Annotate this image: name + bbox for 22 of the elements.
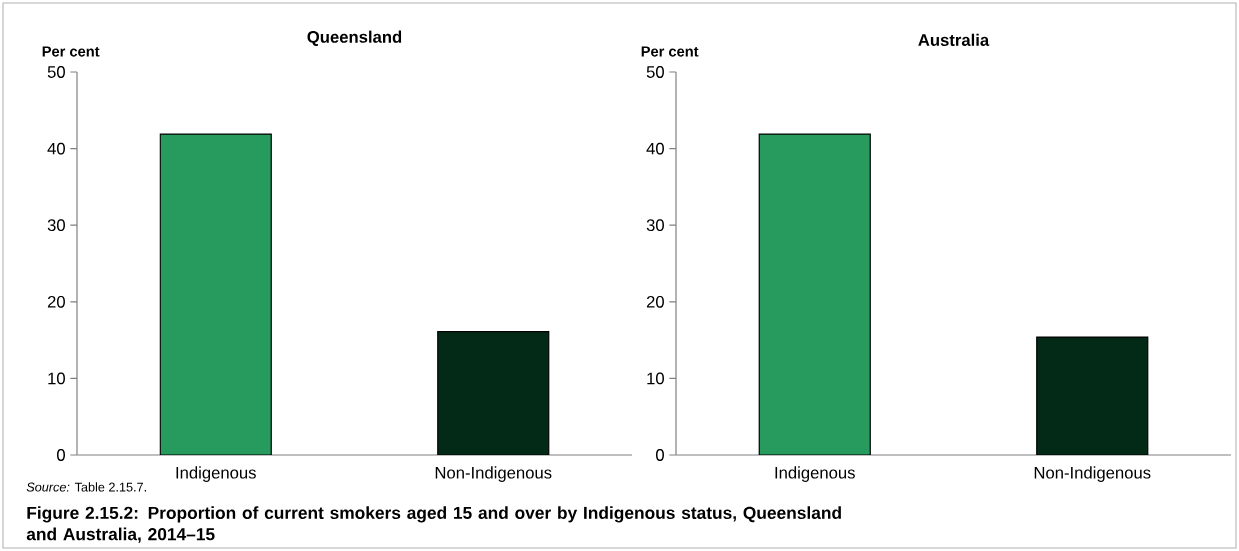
text: Figure 2.15.2: Proportion of current smokers aged 15 and over by Indigenous status, Queensland and Australia, 2014–15	[26, 506, 841, 543]
y-tick-label: 30	[646, 219, 664, 232]
x-tick-label: Non-Indigenous	[1034, 466, 1151, 482]
y-axis-title: Per cent	[42, 46, 100, 57]
y-tick-label: 20	[47, 295, 65, 308]
x-tick-label: Indigenous	[176, 466, 256, 482]
text: Source: Table 2.15.7.	[26, 482, 146, 492]
y-tick-label: 30	[47, 219, 65, 232]
y-tick-label: 10	[48, 372, 65, 385]
y-tick-label: 10	[647, 372, 664, 385]
y-tick-label: 50	[646, 66, 664, 78]
chart-title: Australia	[918, 33, 990, 46]
x-tick-label: Indigenous	[775, 466, 855, 482]
y-tick-label: 0	[656, 449, 664, 461]
y-tick-label: 50	[47, 66, 65, 78]
y-tick-label: 0	[57, 449, 65, 461]
y-tick-label: 20	[646, 295, 664, 308]
y-tick-label: 40	[47, 142, 65, 155]
chart-title: Queensland	[307, 30, 402, 46]
y-tick-label: 40	[646, 142, 664, 155]
x-tick-label: Non-Indigenous	[435, 466, 552, 482]
y-axis-title: Per cent	[641, 46, 699, 57]
